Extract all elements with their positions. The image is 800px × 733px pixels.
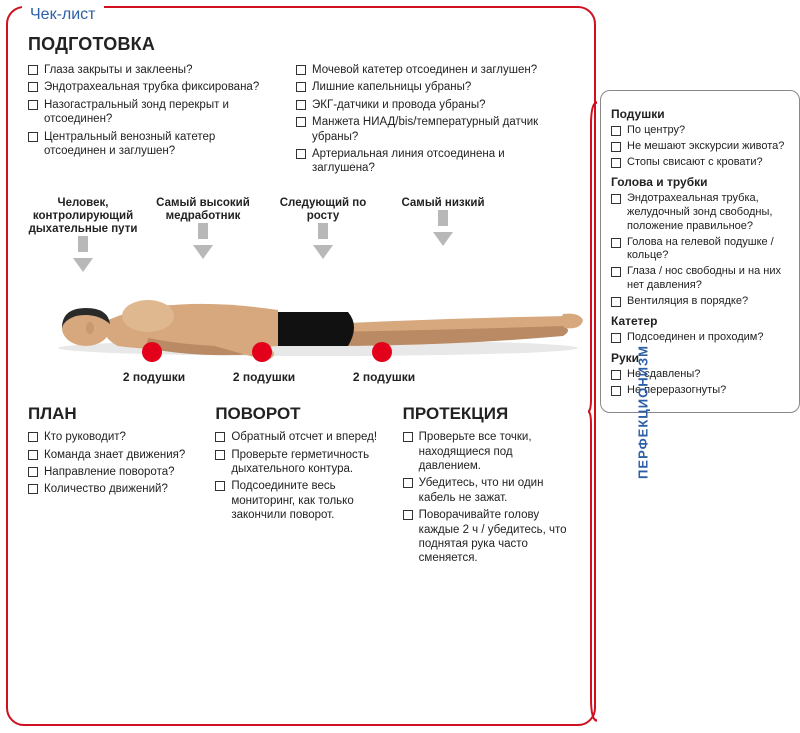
prep-right-item: Мочевой катетер отсоединен и заглушен?	[296, 63, 546, 77]
turn-item: Проверьте герметичность дыхательного кон…	[215, 448, 390, 477]
plan-item: Направление поворота?	[28, 465, 203, 479]
pillow-label-3: 2 подушки	[339, 370, 429, 384]
plan-item: Кто руководит?	[28, 430, 203, 444]
staff-text: Следующий по росту	[268, 197, 378, 223]
pillow-label-2: 2 подушки	[219, 370, 309, 384]
heading-protection: ПРОТЕКЦИЯ	[403, 404, 578, 424]
plan-list: Кто руководит? Команда знает движения? Нап…	[28, 430, 203, 497]
arrow-down-icon	[73, 258, 93, 272]
prep-left-item: Центральный венозный катетер отсоединен …	[28, 130, 278, 159]
perf-item: Эндотрахеальная трубка, желудочный зонд …	[611, 192, 789, 233]
body-diagram: 2 подушки 2 подушки 2 подушки	[24, 276, 578, 396]
staff-label: Самый высокий медработник	[148, 197, 258, 273]
protection-list: Проверьте все точки, находящиеся под дав…	[403, 430, 578, 565]
perf-group-list: По центру? Не мешают экскурсии живота? Сто…	[611, 124, 789, 169]
arrow-stem-icon	[198, 223, 208, 239]
perf-item: Вентиляция в порядке?	[611, 295, 789, 309]
perf-group-title: Голова и трубки	[611, 175, 789, 189]
perfectionism-panel: Подушки По центру? Не мешают экскурсии жив…	[600, 90, 800, 413]
prep-right-item: Артериальная линия отсоединена и заглуше…	[296, 147, 546, 176]
prep-right-item: Лишние капельницы убраны?	[296, 80, 546, 94]
pillow-label-1: 2 подушки	[109, 370, 199, 384]
arrow-stem-icon	[438, 210, 448, 226]
perf-item: Глаза / нос свободны и на них нет давлен…	[611, 265, 789, 293]
staff-text: Человек, контролирующий дыхательные пути	[28, 197, 138, 237]
title-tab: Чек-лист	[22, 6, 104, 24]
turn-item: Подсоедините весь мониторинг, как только…	[215, 479, 390, 522]
arrow-stem-icon	[318, 223, 328, 239]
main-panel: Чек-лист ПОДГОТОВКА Глаза закрыты и закл…	[6, 6, 596, 726]
protection-item: Убедитесь, что ни один кабель не зажат.	[403, 476, 578, 505]
perf-item: Не мешают экскурсии живота?	[611, 140, 789, 154]
right-wrapper: ПЕРФЕКЦИОНИЗМ Подушки По центру? Не мешают…	[600, 90, 800, 733]
perf-item: Подсоединен и проходим?	[611, 331, 789, 345]
preparation-right-list: Мочевой катетер отсоединен и заглушен? Ли…	[296, 63, 546, 176]
perf-group-title: Подушки	[611, 107, 789, 121]
staff-label: Человек, контролирующий дыхательные пути	[28, 197, 138, 273]
perf-item: Стопы свисают с кровати?	[611, 156, 789, 170]
plan-item: Количество движений?	[28, 482, 203, 496]
perf-group-list: Подсоединен и проходим?	[611, 331, 789, 345]
perfectionism-vlabel: ПЕРФЕКЦИОНИЗМ	[635, 345, 650, 479]
staff-label: Самый низкий	[388, 197, 498, 273]
staff-text: Самый низкий	[388, 197, 498, 210]
brace-icon	[588, 100, 598, 723]
prep-left-item: Эндотрахеальная трубка фиксирована?	[28, 80, 278, 94]
arrow-down-icon	[313, 245, 333, 259]
arrow-stem-icon	[78, 236, 88, 252]
turn-list: Обратный отсчет и вперед! Проверьте герме…	[215, 430, 390, 522]
preparation-columns: Глаза закрыты и заклеены? Эндотрахеальная…	[28, 63, 578, 179]
heading-plan: ПЛАН	[28, 404, 203, 424]
preparation-left-list: Глаза закрыты и заклеены? Эндотрахеальная…	[28, 63, 278, 158]
plan-item: Команда знает движения?	[28, 448, 203, 462]
prep-left-item: Глаза закрыты и заклеены?	[28, 63, 278, 77]
protection-item: Поворачивайте голову каждые 2 ч / убедит…	[403, 508, 578, 566]
staff-text: Самый высокий медработник	[148, 197, 258, 223]
perf-group-list: Эндотрахеальная трубка, желудочный зонд …	[611, 192, 789, 308]
staff-row: Человек, контролирующий дыхательные пути…	[28, 197, 578, 273]
prep-left-item: Назогастральный зонд перекрыт и отсоедин…	[28, 98, 278, 127]
protection-item: Проверьте все точки, находящиеся под дав…	[403, 430, 578, 473]
prep-right-item: ЭКГ-датчики и провода убраны?	[296, 98, 546, 112]
arrow-down-icon	[433, 232, 453, 246]
patient-body-illustration	[28, 276, 588, 366]
heading-turn: ПОВОРОТ	[215, 404, 390, 424]
prep-right-item: Манжета НИАД/bis/температурный датчик уб…	[296, 115, 546, 144]
turn-item: Обратный отсчет и вперед!	[215, 430, 390, 444]
staff-label: Следующий по росту	[268, 197, 378, 273]
perf-item: Голова на гелевой подушке / кольце?	[611, 236, 789, 264]
perf-group-title: Катетер	[611, 314, 789, 328]
arrow-down-icon	[193, 245, 213, 259]
perf-item: По центру?	[611, 124, 789, 138]
bottom-columns: ПЛАН Кто руководит? Команда знает движени…	[28, 404, 578, 568]
heading-preparation: ПОДГОТОВКА	[28, 34, 578, 55]
